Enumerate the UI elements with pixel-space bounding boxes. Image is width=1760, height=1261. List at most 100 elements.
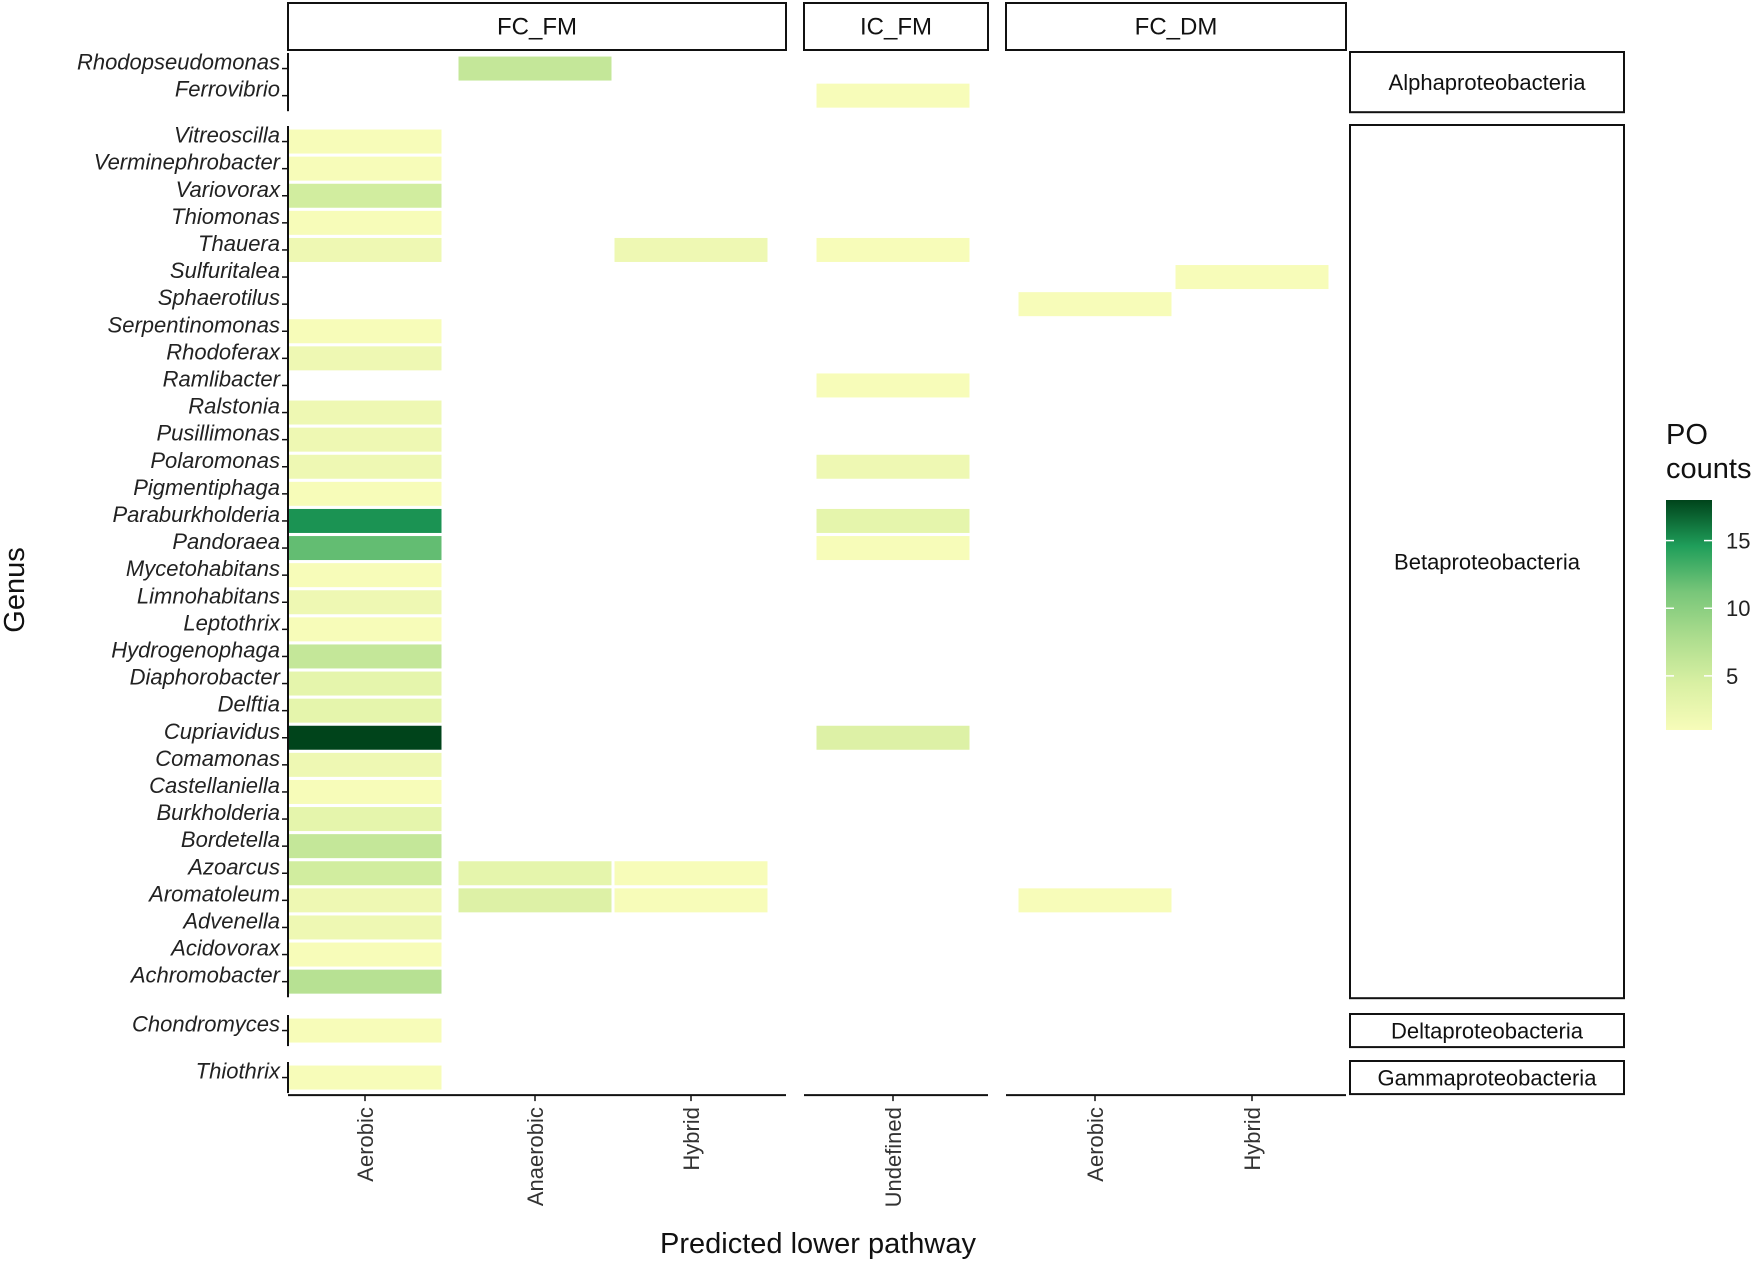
y-label-comamonas: Comamonas (155, 746, 280, 771)
cell-ramlibacter-ic-fm-undefined (815, 372, 971, 399)
group-strip-label-betaproteobacteria: Betaproteobacteria (1394, 550, 1581, 575)
y-label-paraburkholderia: Paraburkholderia (112, 502, 280, 527)
cell-thauera-ic-fm-undefined (815, 236, 971, 263)
group-strip-label-alphaproteobacteria: Alphaproteobacteria (1389, 70, 1587, 95)
y-label-pusillimonas: Pusillimonas (157, 421, 281, 446)
legend-title-line2: counts (1666, 453, 1751, 485)
cell-limnohabitans-fc-fm-aerobic (287, 589, 443, 616)
axes (282, 53, 1346, 1102)
cell-advenella-fc-fm-aerobic (287, 914, 443, 941)
y-label-rhodoferax: Rhodoferax (166, 339, 281, 364)
cell-polaromonas-ic-fm-undefined (815, 453, 971, 480)
cell-burkholderia-fc-fm-aerobic (287, 806, 443, 833)
y-label-achromobacter: Achromobacter (129, 963, 282, 988)
group-strip-betaproteobacteria (1349, 124, 1625, 1000)
y-label-sulfuritalea: Sulfuritalea (170, 258, 280, 283)
facet-strip-label-ic-fm: IC_FM (860, 14, 932, 41)
cell-thauera-fc-fm-aerobic (287, 236, 443, 263)
group-strip-deltaproteobacteria (1349, 1013, 1625, 1049)
facet-strip-ic-fm (803, 2, 989, 51)
group-strip-label-gammaproteobacteria: Gammaproteobacteria (1378, 1066, 1598, 1091)
cell-rhodoferax-fc-fm-aerobic (287, 345, 443, 372)
y-label-leptothrix: Leptothrix (183, 610, 281, 635)
cell-verminephrobacter-fc-fm-aerobic (287, 155, 443, 182)
y-label-ferrovibrio: Ferrovibrio (175, 77, 280, 102)
cell-aromatoleum-fc-fm-aerobic (287, 887, 443, 914)
x-label-fc-dm-hybrid: Hybrid (1240, 1107, 1265, 1171)
y-label-serpentinomonas: Serpentinomonas (108, 312, 280, 337)
facet-strips: FC_FM IC_FM FC_DM (287, 2, 1347, 51)
y-label-advenella: Advenella (181, 908, 280, 933)
cell-azoarcus-fc-fm-aerobic (287, 860, 443, 887)
cell-mycetohabitans-fc-fm-aerobic (287, 562, 443, 589)
cell-aromatoleum-fc-fm-hybrid (613, 887, 769, 914)
x-label-fc-dm-aerobic: Aerobic (1083, 1107, 1108, 1182)
y-label-limnohabitans: Limnohabitans (137, 583, 280, 608)
cell-hydrogenophaga-fc-fm-aerobic (287, 643, 443, 670)
y-tick-labels: RhodopseudomonasFerrovibrioVitreoscillaV… (77, 50, 282, 1084)
cell-acidovorax-fc-fm-aerobic (287, 941, 443, 968)
cell-azoarcus-fc-fm-anaerobic (457, 860, 613, 887)
y-label-cupriavidus: Cupriavidus (164, 719, 280, 744)
cell-comamonas-fc-fm-aerobic (287, 751, 443, 778)
y-label-azoarcus: Azoarcus (186, 854, 280, 879)
group-strip-gammaproteobacteria (1349, 1060, 1625, 1096)
cell-cupriavidus-fc-fm-aerobic (287, 724, 443, 751)
cell-pandoraea-ic-fm-undefined (815, 535, 971, 562)
cell-bordetella-fc-fm-aerobic (287, 833, 443, 860)
cell-achromobacter-fc-fm-aerobic (287, 968, 443, 995)
x-label-fc-fm-anaerobic: Anaerobic (523, 1107, 548, 1206)
cell-variovorax-fc-fm-aerobic (287, 182, 443, 209)
row-group-strips: Alphaproteobacteria Betaproteobacteria Del… (1349, 51, 1625, 1096)
cell-cupriavidus-ic-fm-undefined (815, 724, 971, 751)
x-label-fc-fm-aerobic: Aerobic (353, 1107, 378, 1182)
cell-sphaerotilus-fc-dm-aerobic (1017, 291, 1173, 318)
y-label-hydrogenophaga: Hydrogenophaga (111, 637, 280, 662)
legend-tick-label-15: 15 (1726, 529, 1750, 554)
cell-castellaniella-fc-fm-aerobic (287, 778, 443, 805)
cell-chondromyces-fc-fm-aerobic (287, 1017, 443, 1044)
y-label-polaromonas: Polaromonas (150, 448, 280, 473)
y-label-diaphorobacter: Diaphorobacter (130, 665, 282, 690)
y-label-delftia: Delftia (218, 692, 280, 717)
y-label-acidovorax: Acidovorax (169, 936, 281, 961)
x-tick-labels: Aerobic Anaerobic Hybrid Undefined Aerobic Hy… (353, 1107, 1265, 1207)
x-label-fc-fm-hybrid: Hybrid (679, 1107, 704, 1171)
cell-rhodopseudomonas-fc-fm-anaerobic (457, 55, 613, 82)
y-label-bordetella: Bordetella (181, 827, 280, 852)
y-label-castellaniella: Castellaniella (149, 773, 280, 798)
y-label-rhodopseudomonas: Rhodopseudomonas (77, 50, 280, 75)
y-axis-title: Genus (0, 547, 31, 632)
y-label-ralstonia: Ralstonia (188, 394, 280, 419)
cell-pigmentiphaga-fc-fm-aerobic (287, 480, 443, 507)
legend-tick-label-5: 5 (1726, 664, 1738, 689)
cell-ferrovibrio-ic-fm-undefined (815, 82, 971, 109)
facet-strip-label-fc-dm: FC_DM (1135, 14, 1218, 41)
cell-delftia-fc-fm-aerobic (287, 697, 443, 724)
cell-polaromonas-fc-fm-aerobic (287, 453, 443, 480)
cell-pusillimonas-fc-fm-aerobic (287, 426, 443, 453)
group-strip-label-deltaproteobacteria: Deltaproteobacteria (1391, 1019, 1584, 1044)
legend-colorbar (1666, 500, 1712, 730)
x-label-ic-fm-undefined: Undefined (881, 1107, 906, 1207)
y-label-pigmentiphaga: Pigmentiphaga (133, 475, 280, 500)
y-label-variovorax: Variovorax (176, 177, 281, 202)
cell-serpentinomonas-fc-fm-aerobic (287, 318, 443, 345)
cell-thiomonas-fc-fm-aerobic (287, 209, 443, 236)
y-label-verminephrobacter: Verminephrobacter (94, 150, 282, 175)
cell-paraburkholderia-ic-fm-undefined (815, 507, 971, 534)
cell-azoarcus-fc-fm-hybrid (613, 860, 769, 887)
facet-strip-fc-fm (287, 2, 787, 51)
color-legend: PO counts 5 10 15 (1666, 419, 1751, 730)
y-label-mycetohabitans: Mycetohabitans (126, 556, 280, 581)
y-label-ramlibacter: Ramlibacter (163, 366, 282, 391)
y-label-thiomonas: Thiomonas (171, 204, 280, 229)
heatmap-cells (287, 55, 1330, 1091)
cell-aromatoleum-fc-fm-anaerobic (457, 887, 613, 914)
cell-aromatoleum-fc-dm-aerobic (1017, 887, 1173, 914)
x-axis-title: Predicted lower pathway (660, 1228, 976, 1260)
legend-title-line1: PO (1666, 419, 1708, 451)
cell-diaphorobacter-fc-fm-aerobic (287, 670, 443, 697)
y-label-thiothrix: Thiothrix (196, 1059, 281, 1084)
